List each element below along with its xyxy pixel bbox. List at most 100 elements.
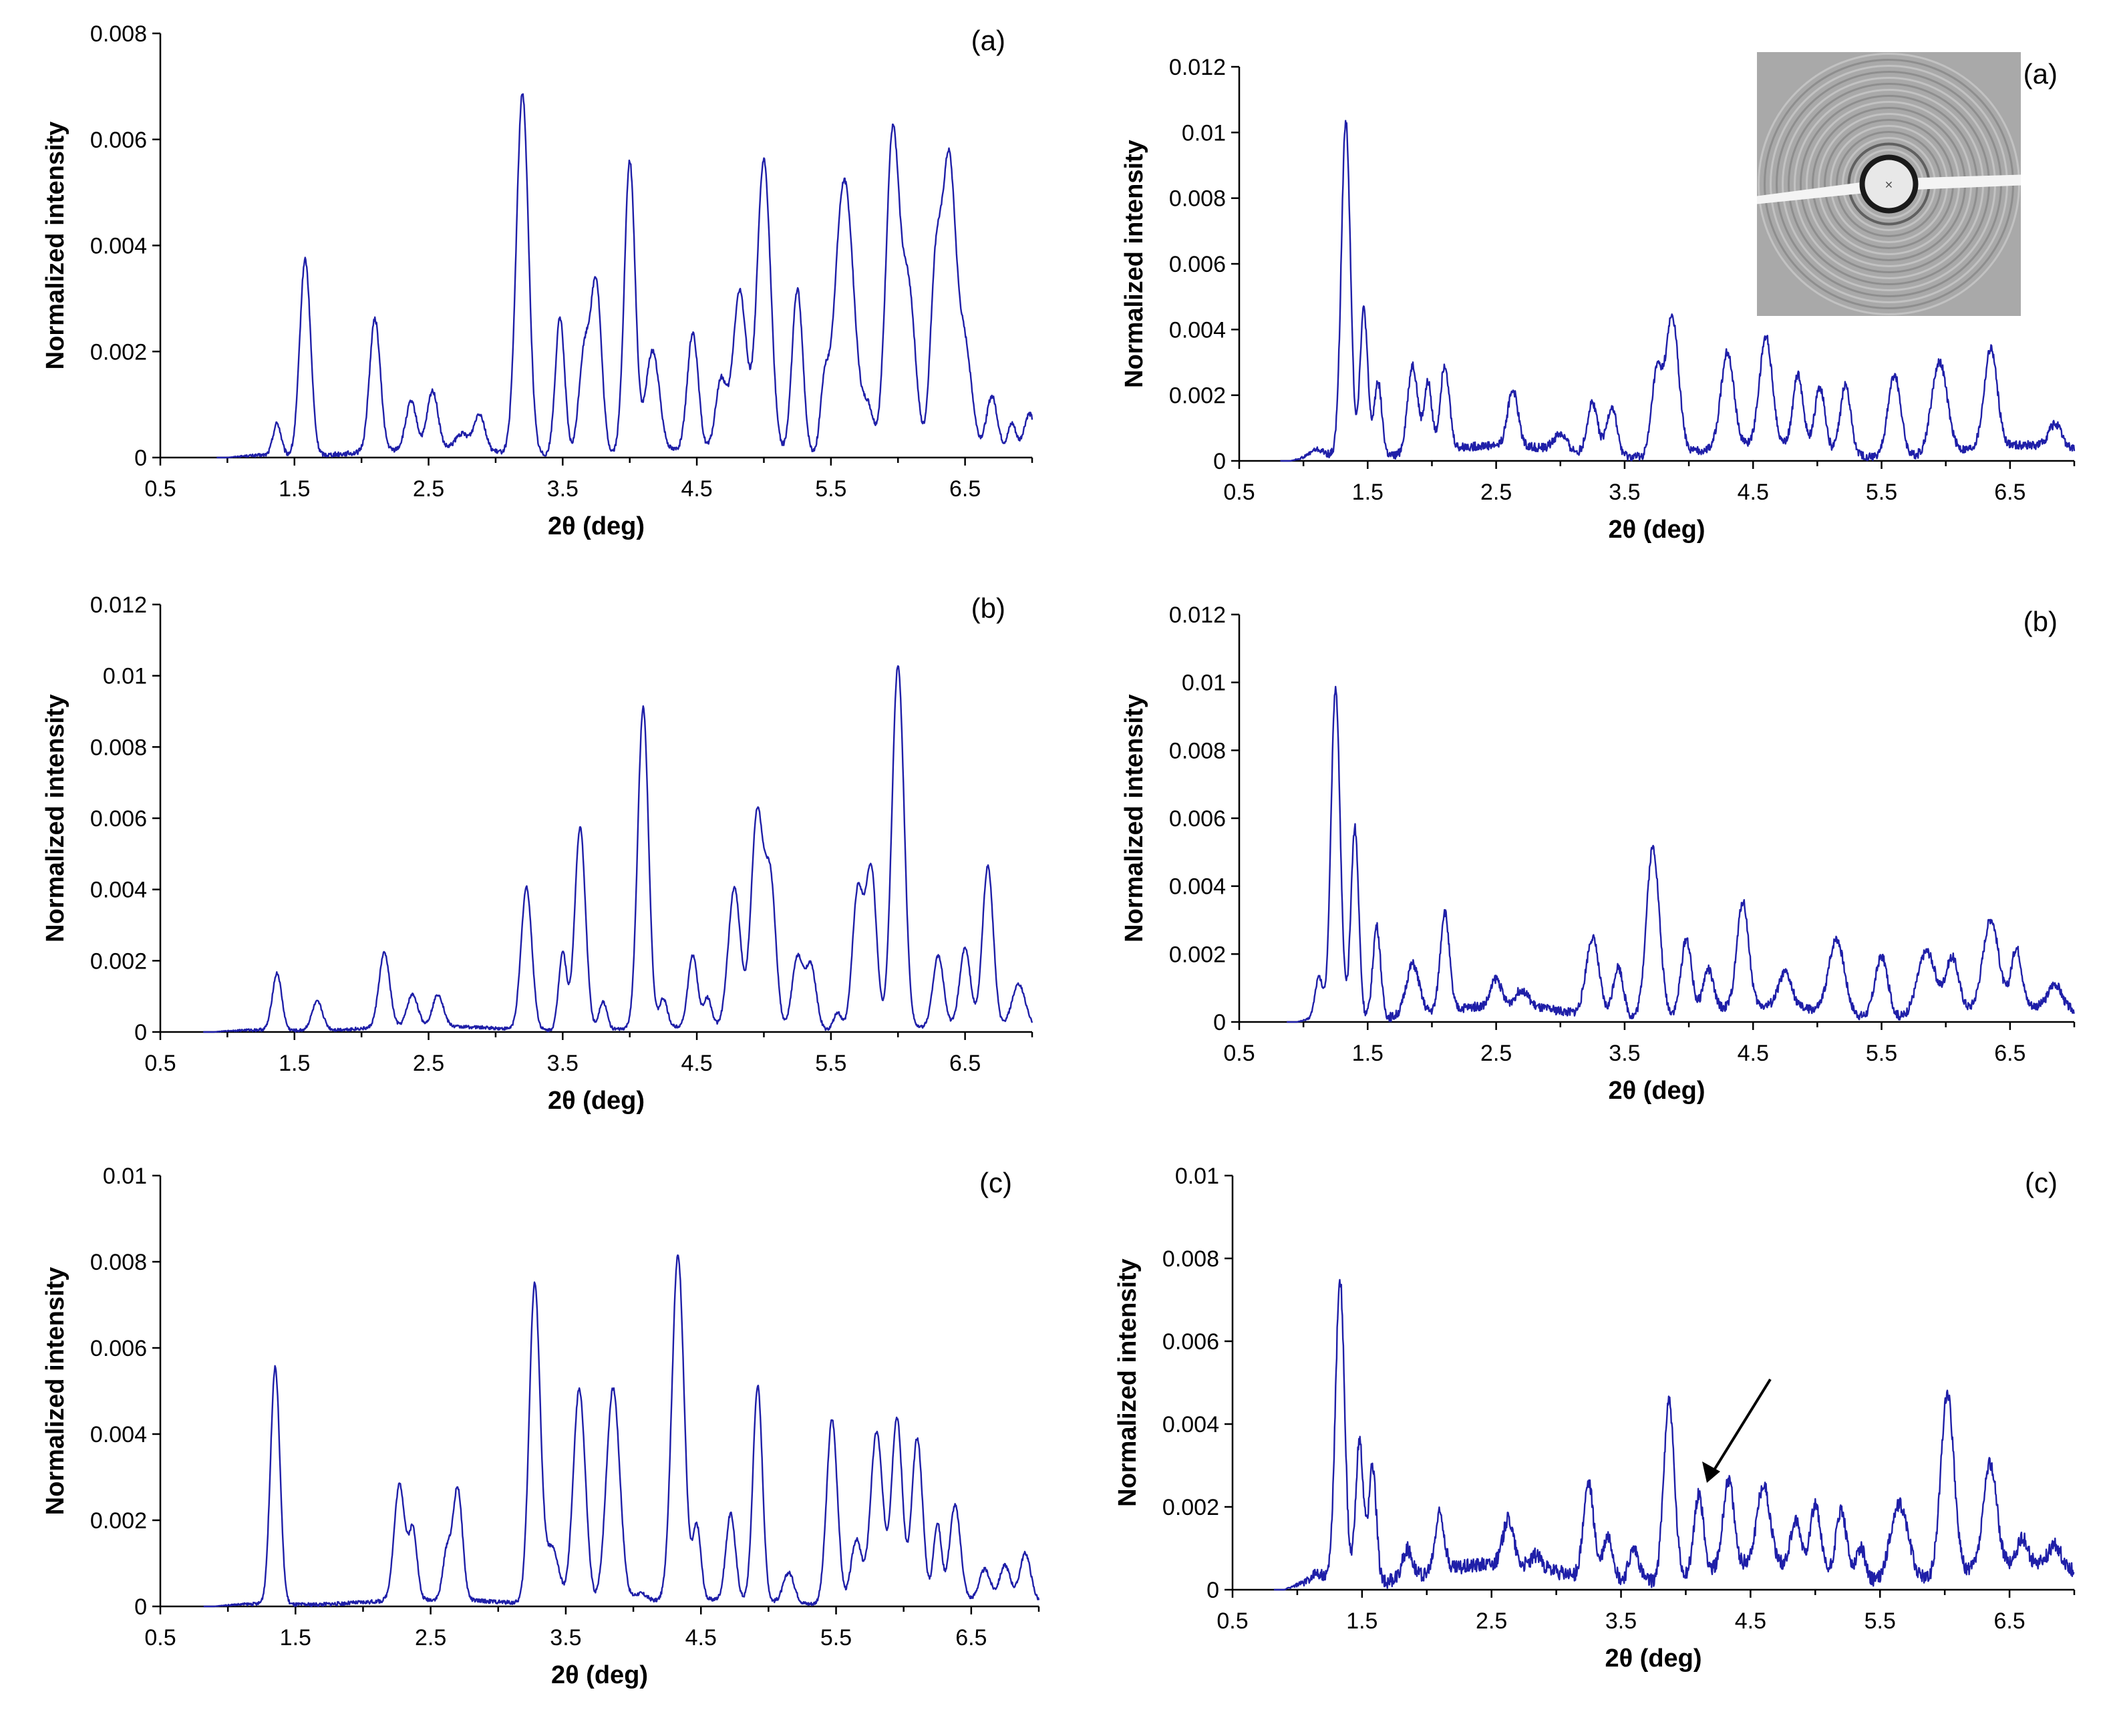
x-tick-label: 3.5 (1609, 480, 1640, 505)
chart-panel-left-b: 0 0.002 0.004 0.006 0.008 0.01 0.012 0.5 1.5 2.5 3… (41, 592, 1033, 1115)
y-tick-label: 0.006 (90, 128, 147, 153)
panel-label: (a) (2023, 58, 2058, 90)
y-tick-label: 0.004 (90, 1422, 147, 1447)
diffraction-inset-image: × (1757, 52, 2021, 316)
x-tick-label: 1.5 (1352, 480, 1384, 505)
y-tick-label: 0.004 (90, 234, 147, 259)
x-tick-label: 6.5 (1994, 480, 2025, 505)
y-tick-label: 0.004 (1169, 874, 1226, 900)
x-tick-label: 1.5 (280, 1625, 311, 1651)
y-tick-label: 0.012 (90, 592, 147, 618)
x-tick-label: 1.5 (279, 1051, 310, 1076)
x-tick-label: 0.5 (144, 476, 176, 502)
y-tick-label: 0.008 (90, 735, 147, 760)
y-tick-label: 0.002 (90, 339, 147, 365)
chart-panel-left-c: 0 0.002 0.004 0.006 0.008 0.01 0.5 1.5 2.5 3.5 4.5… (41, 1164, 1040, 1689)
x-tick-label: 4.5 (1735, 1608, 1766, 1634)
panel-label: (c) (979, 1167, 1012, 1198)
y-tick-label: 0.008 (1169, 186, 1226, 212)
annotation-arrow (1710, 1378, 1772, 1475)
annotation-arrowhead (1702, 1461, 1720, 1483)
y-tick-label: 0.01 (1175, 1164, 1219, 1189)
x-tick-label: 3.5 (550, 1625, 581, 1651)
x-tick-label: 5.5 (1864, 1608, 1896, 1634)
chart-panel-right-b: 0 0.002 0.004 0.006 0.008 0.01 0.012 0.5 1.5 2.5 3… (1120, 602, 2076, 1105)
x-tick-label: 0.5 (144, 1051, 176, 1076)
x-axis-title: 2θ (deg) (548, 1087, 645, 1115)
y-tick-label: 0.01 (1182, 120, 1226, 146)
x-tick-label: 3.5 (1609, 1041, 1640, 1066)
y-tick-label: 0 (134, 1020, 147, 1045)
y-axis-title: Normalized intensity (41, 122, 69, 370)
y-tick-label: 0.01 (103, 664, 147, 689)
x-tick-label: 2.5 (413, 476, 444, 502)
y-tick-label: 0.006 (90, 1336, 147, 1361)
series-line-right-b (1287, 685, 2075, 1023)
panel-label: (a) (971, 25, 1005, 56)
series-line-left-c (203, 1254, 1040, 1608)
y-tick-label: 0 (1206, 1578, 1219, 1603)
x-tick-label: 1.5 (1346, 1608, 1377, 1634)
x-tick-label: 2.5 (415, 1625, 446, 1651)
y-tick-label: 0.004 (1169, 317, 1226, 343)
x-tick-label: 6.5 (955, 1625, 987, 1651)
series-line-left-a (216, 93, 1033, 459)
y-tick-label: 0.002 (90, 948, 147, 974)
y-axis-title: Normalized intensity (41, 1267, 69, 1516)
x-tick-label: 4.5 (681, 476, 712, 502)
y-tick-label: 0.004 (90, 878, 147, 903)
y-tick-label: 0.002 (1162, 1495, 1219, 1520)
x-tick-label: 0.5 (1216, 1608, 1248, 1634)
x-tick-label: 1.5 (279, 476, 310, 502)
y-tick-label: 0.006 (1169, 806, 1226, 832)
y-tick-label: 0.006 (1169, 252, 1226, 277)
y-tick-label: 0.01 (1182, 671, 1226, 696)
x-tick-label: 2.5 (413, 1051, 444, 1076)
y-tick-label: 0.008 (90, 21, 147, 47)
chart-panel-right-c: 0 0.002 0.004 0.006 0.008 0.01 0.5 1.5 2.5 3.5 4.5… (1114, 1164, 2076, 1673)
x-tick-label: 3.5 (547, 476, 579, 502)
y-tick-label: 0.012 (1169, 602, 1226, 628)
x-tick-label: 1.5 (1352, 1041, 1384, 1066)
y-tick-label: 0.008 (1162, 1246, 1219, 1272)
x-tick-label: 5.5 (815, 476, 846, 502)
x-tick-label: 4.5 (1738, 480, 1769, 505)
y-tick-label: 0.004 (1162, 1412, 1219, 1437)
x-tick-label: 5.5 (815, 1051, 846, 1076)
y-tick-label: 0.006 (90, 806, 147, 832)
series-line-right-c (1274, 1278, 2075, 1591)
y-axis-title: Normalized intensity (41, 694, 69, 942)
chart-panel-right-a: 0 0.002 0.004 0.006 0.008 0.01 0.012 0.5 1.5 2.5 3… (1120, 52, 2076, 544)
y-axis-title: Normalized intensity (1120, 694, 1148, 942)
x-axis-title: 2θ (deg) (1608, 516, 1705, 544)
x-tick-label: 2.5 (1476, 1608, 1507, 1634)
x-tick-label: 0.5 (144, 1625, 176, 1651)
x-tick-label: 4.5 (685, 1625, 717, 1651)
y-axis-title: Normalized intensity (1114, 1258, 1142, 1507)
x-tick-label: 2.5 (1480, 1041, 1512, 1066)
x-tick-label: 5.5 (1866, 1041, 1897, 1066)
series-line-left-b (203, 665, 1033, 1033)
x-tick-label: 0.5 (1223, 1041, 1255, 1066)
x-tick-label: 2.5 (1480, 480, 1512, 505)
panel-label: (b) (971, 592, 1005, 624)
x-tick-label: 6.5 (1993, 1608, 2025, 1634)
svg-text:×: × (1885, 178, 1893, 191)
y-axis-title: Normalized intensity (1120, 140, 1148, 388)
y-tick-label: 0.008 (1169, 738, 1226, 763)
y-tick-label: 0.012 (1169, 55, 1226, 80)
y-tick-label: 0.008 (90, 1250, 147, 1275)
series-line-right-a (1280, 120, 2076, 462)
x-tick-label: 6.5 (949, 476, 981, 502)
x-tick-label: 0.5 (1223, 480, 1255, 505)
y-tick-label: 0.006 (1162, 1329, 1219, 1355)
y-tick-label: 0.002 (1169, 383, 1226, 409)
x-tick-label: 4.5 (1738, 1041, 1769, 1066)
x-tick-label: 6.5 (949, 1051, 981, 1076)
y-tick-label: 0 (1213, 1010, 1226, 1035)
chart-panel-left-a: 0 0.002 0.004 0.006 0.008 0.5 1.5 2.5 3.5 4.5 5.5 6… (41, 21, 1033, 540)
x-axis-title: 2θ (deg) (548, 512, 645, 540)
x-tick-label: 4.5 (681, 1051, 712, 1076)
panel-label: (c) (2025, 1167, 2058, 1198)
